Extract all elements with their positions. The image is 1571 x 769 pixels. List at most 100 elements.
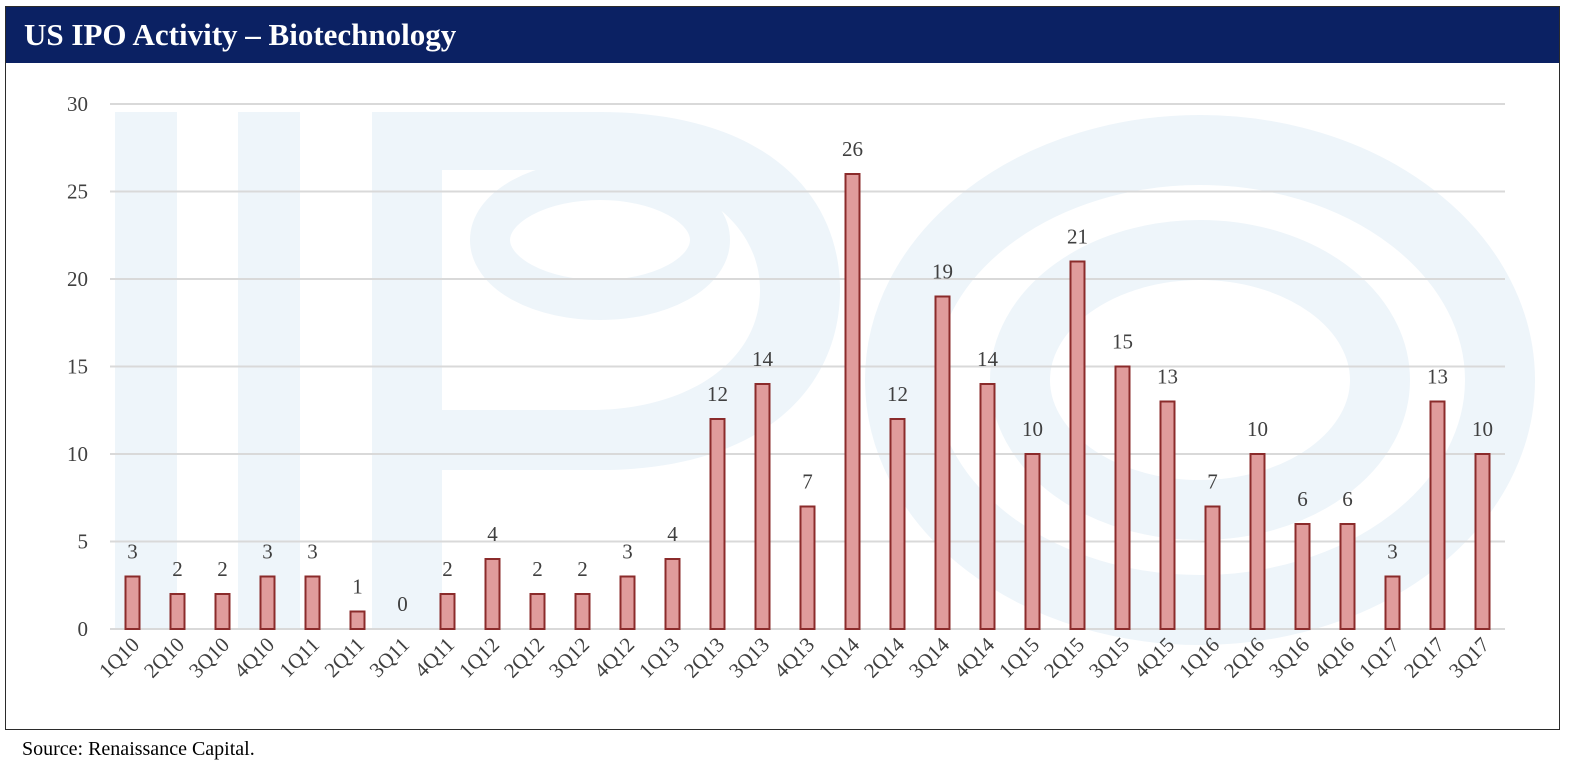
ipo-watermark — [115, 112, 1535, 645]
data-label-4q12: 3 — [622, 540, 633, 564]
data-label-3q17: 10 — [1472, 417, 1493, 441]
bar-1q12 — [484, 558, 501, 630]
bar-4q14 — [979, 383, 996, 630]
x-tick-label: 3Q14 — [904, 632, 954, 682]
x-tick-label: 3Q12 — [544, 633, 594, 683]
data-label-1q13: 4 — [667, 522, 678, 546]
x-tick-label: 3Q11 — [365, 633, 414, 682]
x-tick-label: 2Q10 — [139, 633, 189, 683]
y-tick-label: 10 — [67, 442, 88, 466]
data-label-2q10: 2 — [172, 557, 183, 581]
data-label-3q12: 2 — [577, 557, 588, 581]
bar-3q14 — [934, 295, 951, 630]
title-bar: US IPO Activity – Biotechnology — [6, 7, 1559, 63]
bar-1q16 — [1204, 505, 1221, 630]
x-tick-label: 1Q15 — [994, 633, 1044, 683]
data-label-1q15: 10 — [1022, 417, 1043, 441]
data-label-4q13: 7 — [802, 470, 813, 494]
watermark-shape — [990, 220, 1410, 540]
data-label-3q10: 2 — [217, 557, 228, 581]
x-tick-label: 1Q10 — [94, 633, 144, 683]
x-tick-label: 2Q15 — [1039, 633, 1089, 683]
x-tick-label: 3Q10 — [184, 633, 234, 683]
bar-3q12 — [574, 593, 591, 630]
x-tick-label: 4Q14 — [949, 632, 999, 682]
data-label-2q14: 12 — [887, 382, 908, 406]
data-label-2q17: 13 — [1427, 365, 1448, 389]
bar-2q16 — [1249, 453, 1266, 630]
data-label-3q11: 0 — [397, 592, 408, 616]
watermark-shape — [115, 112, 177, 629]
data-label-4q14: 14 — [977, 347, 999, 371]
data-label-3q15: 15 — [1112, 330, 1133, 354]
data-label-1q12: 4 — [487, 522, 498, 546]
bar-3q16 — [1294, 523, 1311, 630]
x-tick-label: 4Q10 — [229, 633, 279, 683]
bar-4q12 — [619, 575, 636, 630]
x-tick-label: 4Q13 — [769, 633, 819, 683]
x-tick-label: 2Q11 — [320, 633, 369, 682]
bar-1q10 — [124, 575, 141, 630]
bar-1q14 — [844, 173, 861, 630]
chart-title: US IPO Activity – Biotechnology — [24, 17, 457, 52]
data-label-3q16: 6 — [1297, 487, 1308, 511]
bar-4q10 — [259, 575, 276, 630]
x-tick-label: 1Q11 — [275, 633, 324, 682]
y-tick-label: 25 — [67, 180, 88, 204]
data-label-4q15: 13 — [1157, 365, 1178, 389]
x-tick-label: 1Q17 — [1354, 633, 1404, 683]
bar-4q16 — [1339, 523, 1356, 630]
data-label-1q14: 26 — [842, 137, 863, 161]
y-tick-label: 15 — [67, 355, 88, 379]
x-tick-label: 4Q11 — [410, 633, 459, 682]
data-label-4q11: 2 — [442, 557, 453, 581]
x-tick-label: 2Q14 — [859, 632, 909, 682]
bar-2q14 — [889, 418, 906, 630]
bar-2q15 — [1069, 260, 1086, 630]
x-tick-label: 3Q16 — [1264, 633, 1314, 683]
x-tick-label: 3Q15 — [1084, 633, 1134, 683]
y-axis: 0 5 10 15 20 25 30 — [67, 92, 88, 641]
bar-4q15 — [1159, 400, 1176, 630]
bar-3q13 — [754, 383, 771, 630]
bar-2q11 — [349, 610, 366, 630]
y-tick-label: 0 — [78, 617, 89, 641]
x-tick-label: 1Q14 — [814, 632, 864, 682]
data-label-2q11: 1 — [352, 575, 363, 599]
watermark-shape — [442, 112, 840, 470]
data-label-1q10: 3 — [127, 540, 138, 564]
bar-4q11 — [439, 593, 456, 630]
watermark-shape — [372, 112, 442, 629]
data-label-2q13: 12 — [707, 382, 728, 406]
x-tick-label: 1Q12 — [454, 633, 504, 683]
x-tick-label: 2Q13 — [679, 633, 729, 683]
x-tick-label: 1Q13 — [634, 633, 684, 683]
bar-1q15 — [1024, 453, 1041, 630]
watermark-shape — [238, 112, 300, 629]
y-tick-label: 30 — [67, 92, 88, 116]
bar-2q13 — [709, 418, 726, 630]
data-label-4q16: 6 — [1342, 487, 1353, 511]
bar-3q17 — [1474, 453, 1491, 630]
bar-2q10 — [169, 593, 186, 630]
bar-series — [124, 173, 1491, 630]
x-axis: 1Q102Q103Q104Q101Q112Q113Q114Q111Q122Q12… — [94, 632, 1494, 682]
data-label-2q12: 2 — [532, 557, 543, 581]
bar-2q12 — [529, 593, 546, 630]
watermark-shape — [470, 160, 730, 320]
data-label-2q15: 21 — [1067, 225, 1088, 249]
x-tick-label: 2Q17 — [1399, 633, 1449, 683]
data-label-1q16: 7 — [1207, 470, 1218, 494]
bar-3q15 — [1114, 365, 1131, 630]
data-label-1q17: 3 — [1387, 540, 1398, 564]
bar-3q10 — [214, 593, 231, 630]
x-tick-label: 3Q17 — [1444, 633, 1494, 683]
data-label-4q10: 3 — [262, 540, 273, 564]
data-label-3q14: 19 — [932, 260, 953, 284]
bar-1q13 — [664, 558, 681, 630]
bar-1q17 — [1384, 575, 1401, 630]
x-tick-label: 3Q13 — [724, 633, 774, 683]
x-tick-label: 2Q12 — [499, 633, 549, 683]
bar-4q13 — [799, 505, 816, 630]
